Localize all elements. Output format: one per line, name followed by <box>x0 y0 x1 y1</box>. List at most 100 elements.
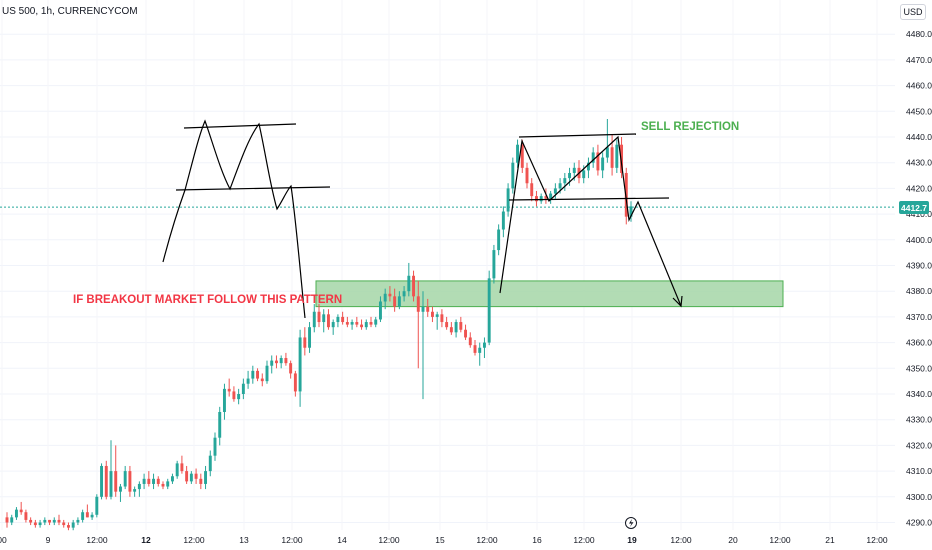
candle-body <box>241 383 245 394</box>
candle-body <box>156 478 160 484</box>
time-tick-label: 13 <box>239 535 249 545</box>
candle-body <box>170 476 174 482</box>
time-tick-label: 12:00 <box>183 535 205 545</box>
candle-body <box>10 517 14 523</box>
candle-body <box>568 172 572 179</box>
candle-body <box>5 517 9 523</box>
candle-body <box>516 144 520 163</box>
price-tick-label: 4300.0 <box>906 492 932 502</box>
candle-body <box>629 206 633 217</box>
candle-body <box>76 519 80 523</box>
candle-body <box>331 322 335 328</box>
candle-body <box>152 478 156 484</box>
candle-body <box>525 167 529 184</box>
currency-badge[interactable]: USD <box>900 4 926 20</box>
candle-body <box>147 478 151 484</box>
candle-body <box>24 512 28 520</box>
current-price-label: 4412.7 <box>901 203 927 213</box>
candle-body <box>85 512 89 518</box>
candle-body <box>57 519 61 523</box>
candle-body <box>355 322 359 325</box>
candle-body <box>237 394 241 400</box>
candlestick-series[interactable] <box>5 119 633 531</box>
time-tick-label: 15 <box>435 535 445 545</box>
price-tick-label: 4430.0 <box>906 158 932 168</box>
candle-body <box>421 306 425 312</box>
candle-body <box>289 363 293 374</box>
price-tick-label: 4310.0 <box>906 466 932 476</box>
price-tick-label: 4480.0 <box>906 29 932 39</box>
candle-body <box>388 293 392 297</box>
candle-body <box>345 322 349 325</box>
candle-body <box>473 345 477 353</box>
candle-body <box>374 319 378 325</box>
candle-body <box>312 311 316 328</box>
candle-body <box>487 278 491 343</box>
candle-body <box>544 196 548 199</box>
candle-body <box>445 322 449 328</box>
symbol-title[interactable]: US 500, 1h, CURRENCYCOM <box>2 6 138 17</box>
candle-body <box>260 378 264 382</box>
candle-body <box>369 322 373 325</box>
price-tick-label: 4350.0 <box>906 363 932 373</box>
candle-body <box>430 311 434 317</box>
candle-body <box>204 471 208 484</box>
candle-body <box>511 162 515 189</box>
chart-grid <box>0 33 895 523</box>
candle-body <box>14 509 18 518</box>
time-axis[interactable]: 00 9 12:00 12 12:00 13 12:00 14 12:00 15 12:00 16 12… <box>0 535 888 545</box>
candle-body <box>520 144 524 168</box>
candle-body <box>48 519 52 523</box>
price-tick-label: 4450.0 <box>906 106 932 116</box>
candle-body <box>534 196 538 202</box>
candle-body <box>123 471 127 487</box>
candle-body <box>350 322 354 325</box>
candle-body <box>38 522 42 526</box>
price-tick-label: 4420.0 <box>906 183 932 193</box>
candle-body <box>71 522 75 528</box>
trend-line <box>672 295 683 308</box>
price-tick-label: 4340.0 <box>906 389 932 399</box>
candle-body <box>530 183 534 197</box>
candle-body <box>29 519 33 523</box>
candle-body <box>189 473 193 482</box>
candle-body <box>137 483 141 490</box>
breakout-annotation: IF BREAKOUT MARKET FOLLOW THIS PATTERN <box>73 294 342 306</box>
price-tick-label: 4290.0 <box>906 518 932 528</box>
candle-body <box>166 481 170 487</box>
time-tick-label: 20 <box>728 535 738 545</box>
price-tick-label: 4330.0 <box>906 415 932 425</box>
trend-line <box>508 197 670 201</box>
price-tick-label: 4460.0 <box>906 81 932 91</box>
candle-body <box>506 188 510 212</box>
candle-body <box>317 311 321 323</box>
trend-line <box>518 133 637 138</box>
time-tick-label: 9 <box>46 535 51 545</box>
candle-body <box>553 188 557 194</box>
sell-rejection-annotation: SELL REJECTION <box>641 121 739 133</box>
candle-body <box>81 512 85 520</box>
candle-body <box>251 370 255 379</box>
time-tick-label: 12:00 <box>866 535 888 545</box>
candle-body <box>185 471 189 482</box>
candle-body <box>393 296 397 307</box>
trend-drawings[interactable] <box>162 119 683 319</box>
price-axis[interactable]: 4290.0 4300.0 4310.0 4320.0 4330.0 4340.0 4350… <box>906 29 932 527</box>
time-tick-label: 12:00 <box>378 535 400 545</box>
price-tick-label: 4380.0 <box>906 286 932 296</box>
candle-body <box>222 388 226 412</box>
candle-body <box>279 358 283 364</box>
candle-body <box>213 437 217 456</box>
candle-body <box>482 342 486 348</box>
candle-body <box>464 329 468 338</box>
lightning-icon[interactable] <box>625 517 637 529</box>
candle-body <box>66 525 70 528</box>
candle-body <box>468 337 472 346</box>
candle-body <box>284 358 288 364</box>
candle-body <box>326 314 330 328</box>
time-tick-label: 21 <box>825 535 835 545</box>
time-tick-label: 12:00 <box>476 535 498 545</box>
time-tick-label: 12:00 <box>769 535 791 545</box>
candle-body <box>194 473 198 479</box>
